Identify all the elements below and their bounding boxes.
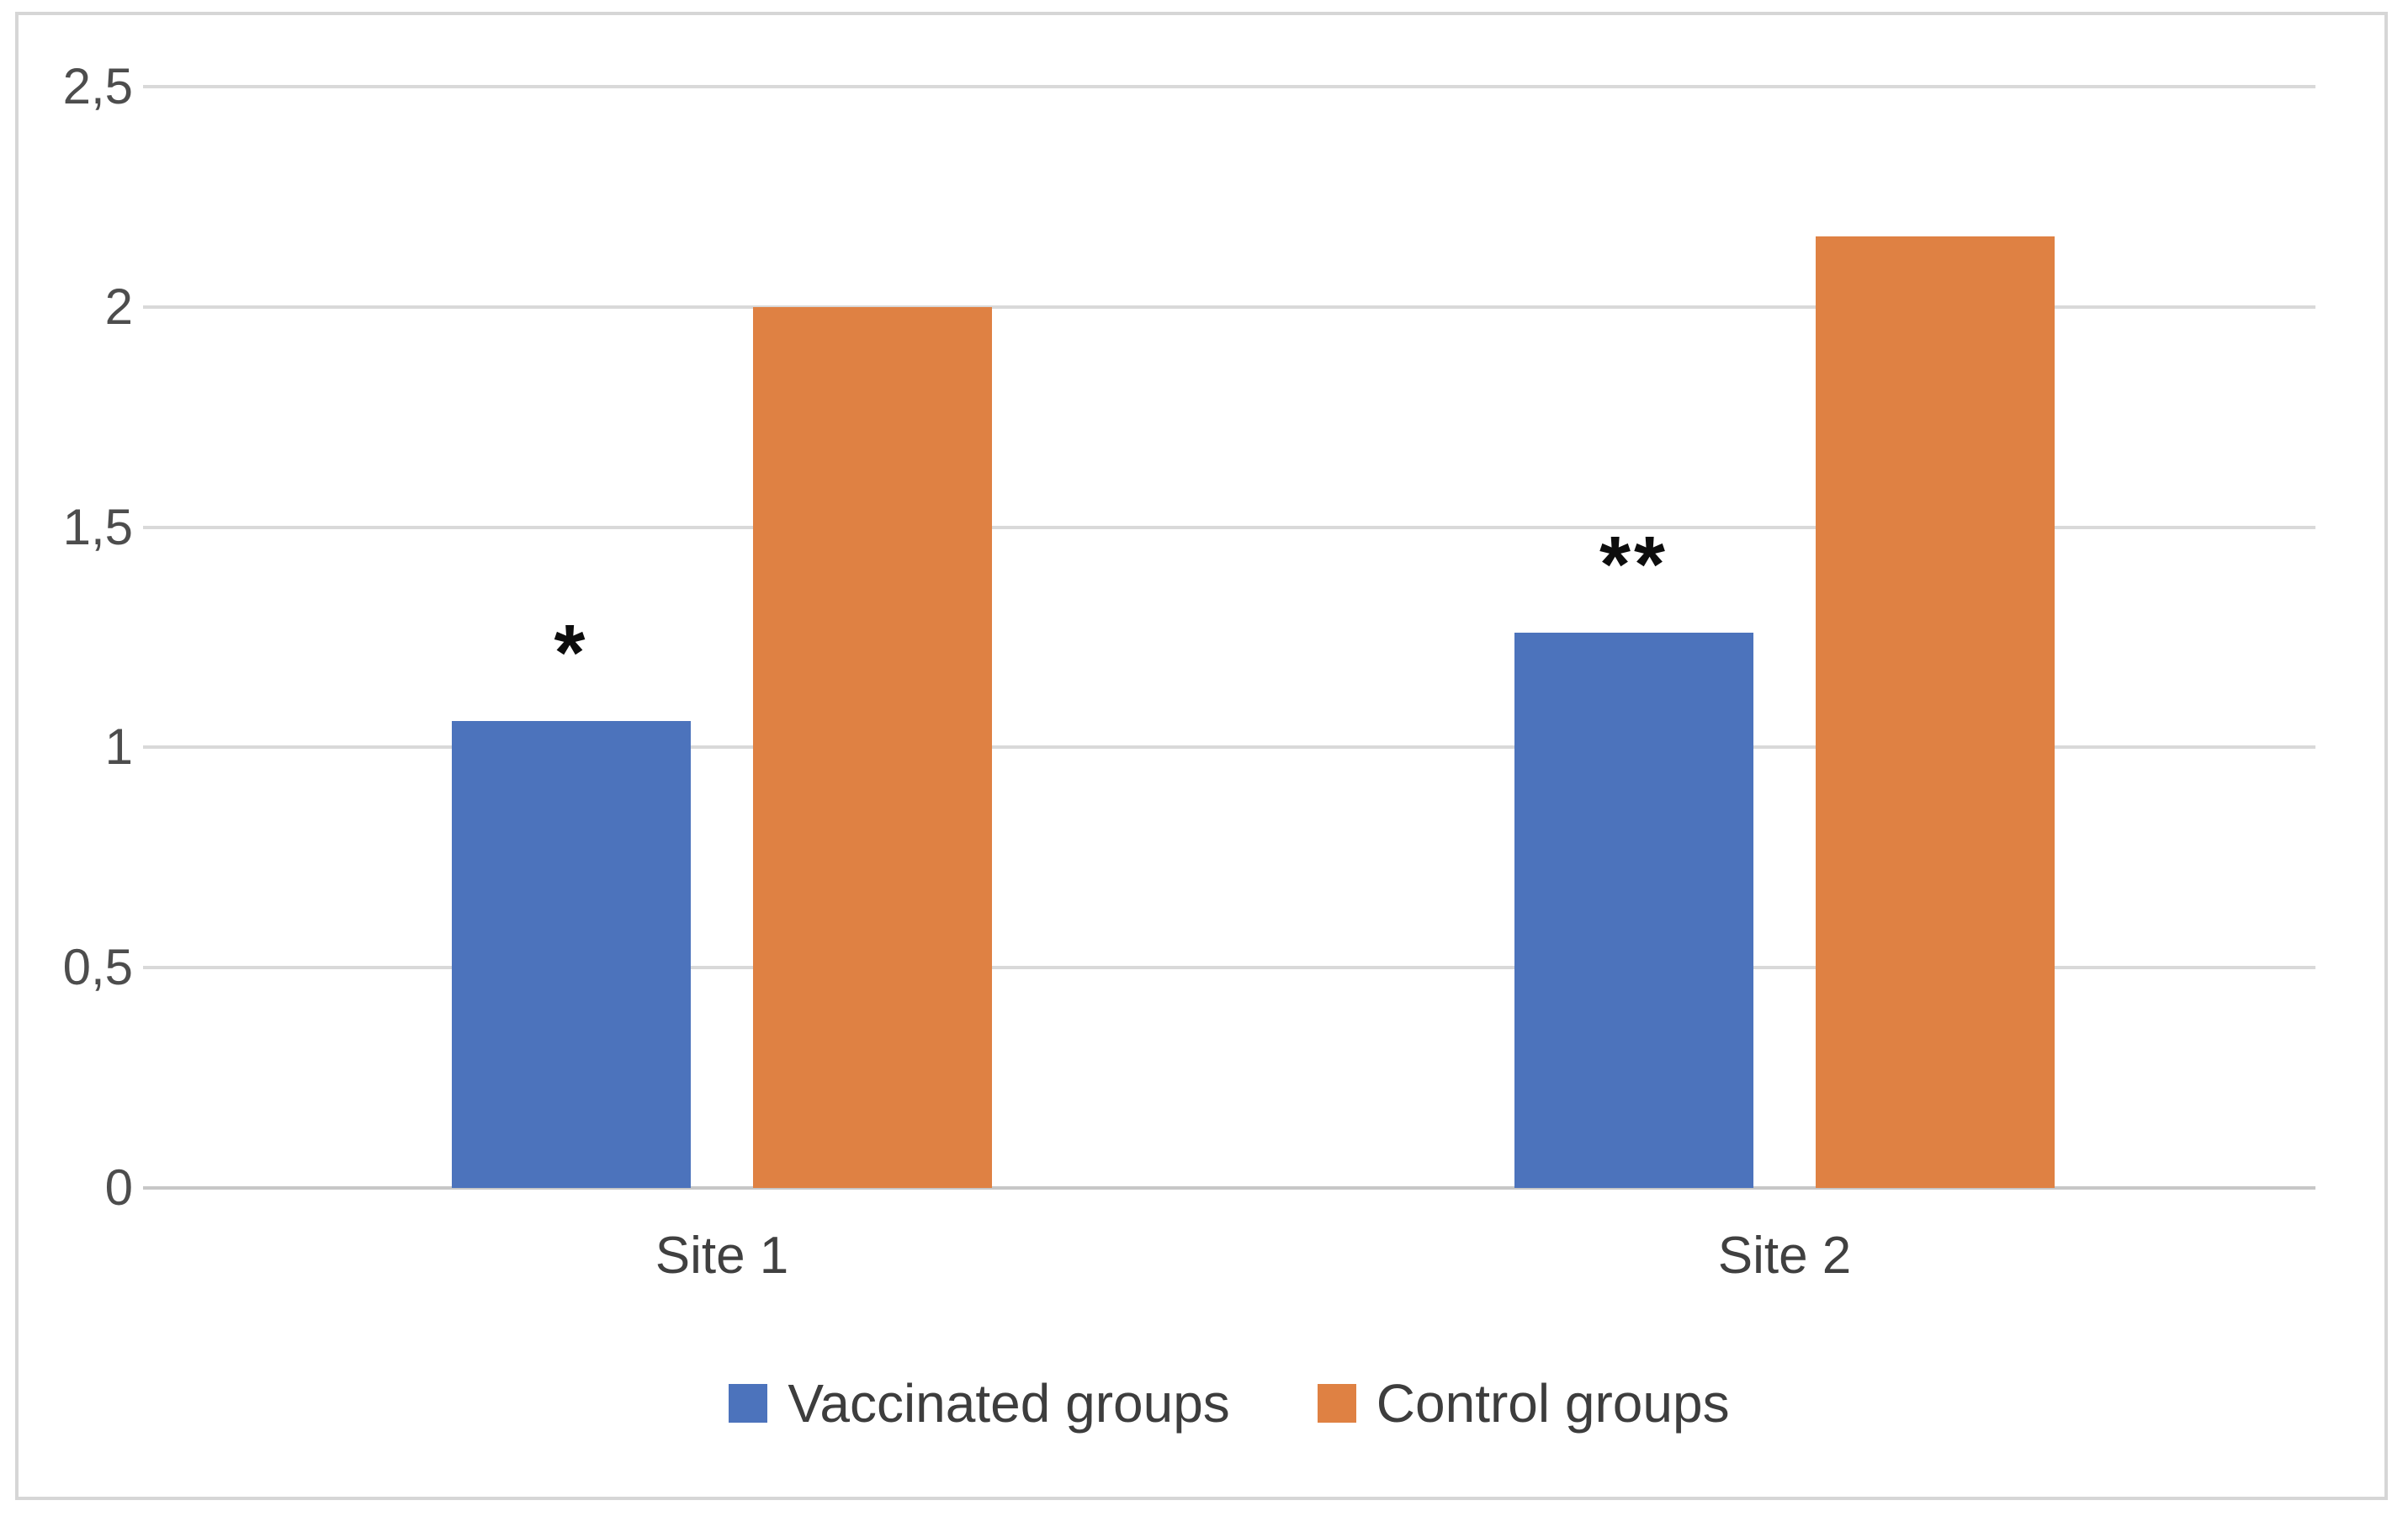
gridline	[143, 966, 2315, 970]
gridline	[143, 85, 2315, 88]
legend-swatch-icon	[729, 1384, 768, 1423]
y-tick-label: 2,5	[62, 58, 133, 114]
legend-item-vaccinated-groups: Vaccinated groups	[729, 1373, 1230, 1434]
y-tick-label: 1	[104, 718, 133, 776]
significance-annotation: **	[1599, 520, 1668, 610]
gridline	[143, 745, 2315, 750]
y-tick-label: 0	[104, 1159, 133, 1216]
bar-site-1-vaccinated-groups	[452, 720, 691, 1188]
bar-site-1-control-groups	[753, 306, 992, 1188]
gridline	[143, 525, 2315, 529]
y-tick-label: 2	[104, 278, 133, 335]
legend: Vaccinated groups Control groups	[143, 1370, 2315, 1437]
significance-annotation: *	[554, 607, 589, 697]
bar-site-2-vaccinated-groups	[1514, 633, 1753, 1188]
legend-swatch-icon	[1317, 1384, 1356, 1423]
x-category-label: Site 1	[655, 1227, 789, 1285]
gridline	[143, 305, 2315, 309]
y-tick-label: 0,5	[62, 939, 133, 996]
legend-label: Vaccinated groups	[788, 1373, 1230, 1434]
x-axis-baseline	[143, 1186, 2315, 1190]
legend-item-control-groups: Control groups	[1317, 1373, 1730, 1434]
legend-label: Control groups	[1376, 1373, 1730, 1434]
chart-outer-border	[15, 12, 2388, 1500]
y-tick-label: 1,5	[62, 498, 133, 555]
x-category-label: Site 2	[1717, 1227, 1852, 1285]
bar-site-2-control-groups	[1816, 236, 2055, 1188]
